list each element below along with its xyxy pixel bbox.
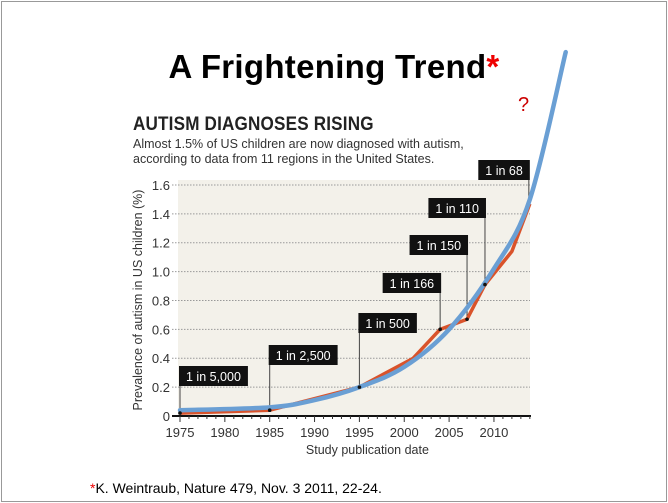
annotation-label: 1 in 68 <box>485 164 523 178</box>
annotation-label: 1 in 166 <box>390 277 435 291</box>
subtitle-line: according to data from 11 regions in the… <box>133 152 435 166</box>
annotation-label: 1 in 150 <box>417 239 462 253</box>
x-tick-label: 1975 <box>166 425 195 440</box>
annotation-label: 1 in 500 <box>365 317 410 331</box>
annotation-label: 1 in 2,500 <box>276 349 331 363</box>
x-tick-label: 1985 <box>255 425 284 440</box>
x-tick-label: 2005 <box>435 425 464 440</box>
annotation-box <box>268 345 338 365</box>
annotation-box <box>428 198 486 218</box>
y-tick-label: 0 <box>163 409 170 424</box>
x-tick-label: 2000 <box>390 425 419 440</box>
x-tick-label: 1995 <box>345 425 374 440</box>
data-point <box>178 411 182 415</box>
subtitle-line: Almost 1.5% of US children are now diagn… <box>133 137 464 151</box>
footnote-asterisk: * <box>90 480 96 496</box>
y-axis-label: Prevalence of autism in US children (%) <box>131 190 145 411</box>
annotation-box <box>409 235 469 255</box>
x-tick-label: 1980 <box>210 425 239 440</box>
y-tick-label: 1.6 <box>152 178 170 193</box>
footnote: *K. Weintraub, Nature 479, Nov. 3 2011, … <box>90 480 382 496</box>
y-tick-label: 1.2 <box>152 236 170 251</box>
title-asterisk: * <box>486 48 500 85</box>
chart-title: AUTISM DIAGNOSES RISING <box>133 114 374 135</box>
annotation-box <box>478 160 530 180</box>
question-mark: ? <box>518 94 530 116</box>
series-line-trend <box>177 49 568 413</box>
annotation-box <box>179 366 248 386</box>
y-tick-label: 1.0 <box>152 265 170 280</box>
title-text: A Frightening Trend <box>168 48 487 85</box>
y-tick-label: 0.4 <box>152 351 170 366</box>
data-point <box>438 327 442 332</box>
slide-title: A Frightening Trend* <box>0 48 668 86</box>
data-point <box>357 385 362 389</box>
data-point <box>465 317 469 322</box>
annotation-label: 1 in 5,000 <box>186 370 241 384</box>
data-point <box>483 282 487 287</box>
y-tick-label: 0.6 <box>152 322 170 337</box>
annotation-label: 1 in 110 <box>435 202 479 216</box>
annotation-box <box>382 273 442 293</box>
y-tick-label: 0.2 <box>152 380 170 395</box>
x-tick-label: 2010 <box>479 425 508 440</box>
footnote-text: K. Weintraub, Nature 479, Nov. 3 2011, 2… <box>95 480 382 496</box>
y-tick-label: 1.4 <box>152 207 170 222</box>
chart-subtitle: Almost 1.5% of US children are now diagn… <box>133 137 513 167</box>
x-axis-label: Study publication date <box>306 443 429 457</box>
data-point <box>267 408 272 413</box>
x-tick-label: 1990 <box>300 425 329 440</box>
y-tick-label: 0.8 <box>152 293 170 308</box>
annotation-box <box>358 313 417 333</box>
